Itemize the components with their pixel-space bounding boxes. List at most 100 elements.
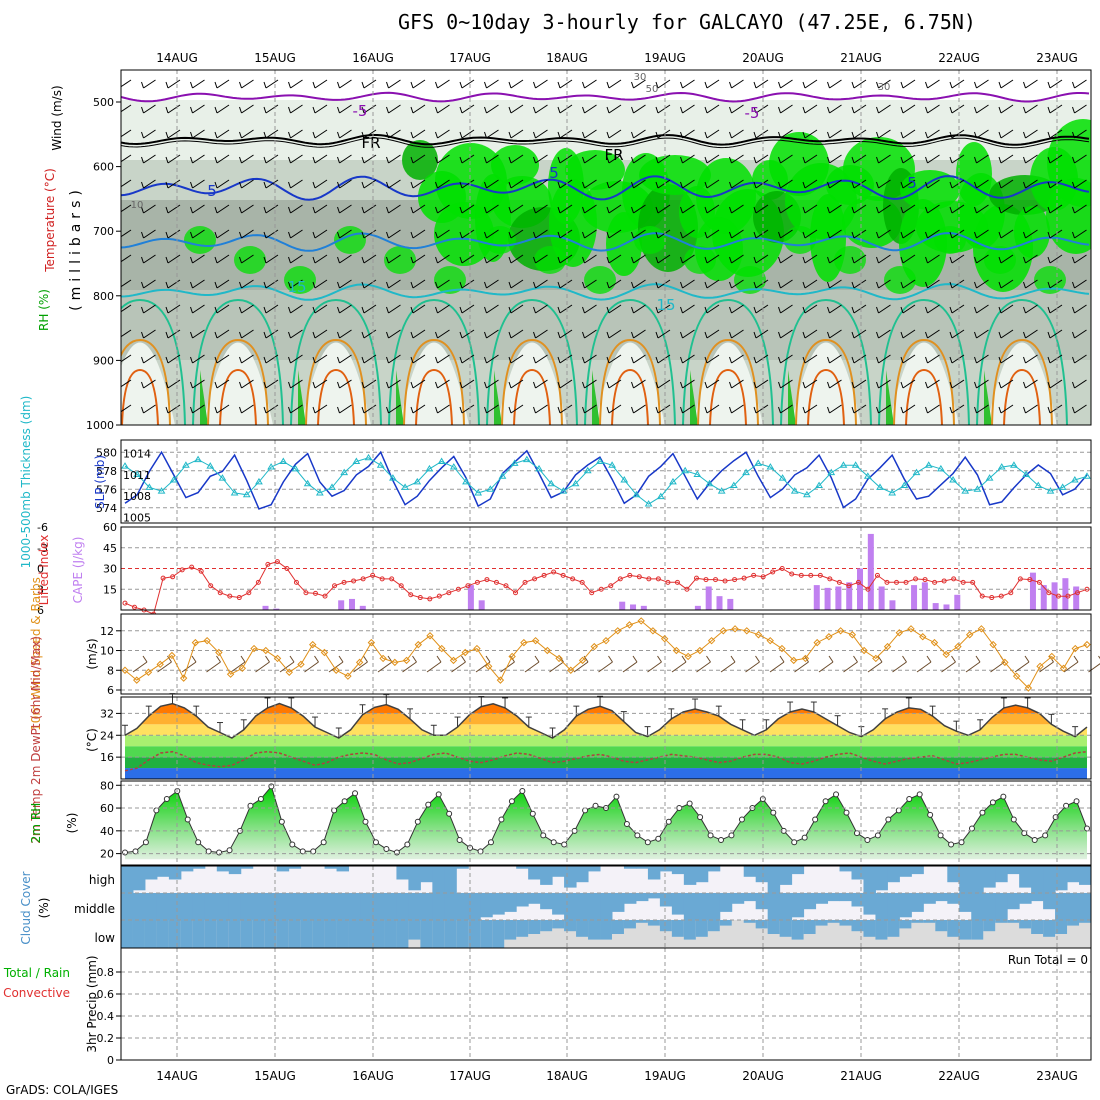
wind-barb	[1049, 79, 1063, 89]
wind-barb-flag	[851, 181, 855, 189]
wind10-barb-flag	[240, 655, 246, 663]
wind-barb-flag	[484, 231, 487, 239]
cloud-high-cell	[456, 866, 469, 869]
wind-barb	[167, 379, 181, 389]
wind-barb-flag	[949, 81, 953, 89]
wind-barb-flag	[141, 206, 144, 214]
thickness-point	[328, 483, 336, 490]
wind10-barb-flag	[412, 655, 417, 663]
wind-barb	[706, 79, 720, 89]
wind-barb	[143, 79, 156, 89]
wind-barb-flag	[753, 306, 757, 314]
wind-barb	[902, 379, 916, 389]
wind-barb-flag	[655, 381, 659, 389]
wind-barb	[878, 304, 891, 314]
wind-barb-flag	[582, 256, 585, 264]
wind10-point	[567, 666, 575, 674]
wind-barb-flag	[1047, 331, 1051, 339]
wind-barb-flag	[361, 231, 365, 239]
wind-barb-flag	[949, 106, 953, 114]
tick-label: 600	[93, 161, 114, 174]
cloud-low-cell	[444, 920, 457, 948]
wind-barb	[314, 379, 328, 389]
wind-barb	[1025, 329, 1038, 339]
wind-barb	[755, 204, 769, 214]
wind-barb	[657, 204, 671, 214]
lifted-index-point	[627, 572, 633, 578]
wind-barb-flag	[337, 406, 340, 414]
rh2m-point	[278, 818, 285, 825]
rh2m-point	[718, 836, 725, 843]
wind-barb-flag	[165, 81, 169, 89]
rh2m-point	[1042, 832, 1049, 839]
rh-moist-blob	[984, 370, 992, 425]
wind-barb-flag	[876, 131, 879, 139]
wind10-point	[977, 625, 986, 633]
cloud-high-cell	[180, 866, 194, 872]
cloud-low-cell	[252, 920, 266, 948]
wind-barb	[559, 379, 573, 389]
wind-barb-flag	[288, 381, 291, 389]
temp-contour-30	[317, 368, 355, 425]
wind-barb	[559, 304, 573, 314]
thickness-point	[255, 477, 263, 485]
wind-barb	[731, 379, 744, 389]
cloud-high-cell	[743, 866, 757, 877]
wind10-point	[989, 640, 997, 649]
rh-moist-blob	[434, 266, 466, 294]
wind-barb-flag	[361, 256, 365, 264]
rh-moist-blob	[1034, 266, 1066, 294]
thickness-point	[839, 461, 848, 468]
cloud-low-cell	[899, 920, 912, 929]
wind-barb-flag	[410, 256, 414, 264]
thickness-point	[1046, 487, 1055, 494]
wind-barb	[412, 204, 426, 214]
thickness-point	[949, 476, 957, 483]
wind-barb	[216, 304, 230, 314]
wind-barb-flag	[925, 331, 928, 339]
tick-label: 16	[100, 751, 114, 764]
wind-barb-flag	[851, 356, 855, 364]
wind-barb-flag	[753, 156, 757, 164]
wind-barb	[902, 404, 916, 414]
cloud-low-clear	[911, 920, 924, 948]
thickness-point	[571, 479, 580, 487]
wind-barb	[143, 279, 156, 289]
temp-contour-30	[709, 368, 747, 425]
wind-barb-flag	[410, 406, 414, 414]
rh2m-point	[519, 787, 526, 794]
wind-barb-flag	[974, 156, 977, 164]
wind-barb-flag	[582, 306, 585, 314]
wind-barb	[1049, 379, 1063, 389]
thickness-point	[498, 472, 507, 479]
wind-barb-flag	[190, 181, 193, 189]
wind-barb-flag	[631, 406, 634, 414]
wind-barb-flag	[239, 131, 242, 139]
wind-barb-flag	[778, 131, 781, 139]
thickness-point	[656, 492, 665, 500]
wind-barb	[731, 354, 744, 364]
date-label-top: 20AUG	[742, 51, 784, 65]
thickness-point	[1070, 476, 1079, 483]
wind-barb	[829, 404, 842, 414]
li-tick: 6	[37, 604, 44, 617]
wind-barb-flag	[533, 156, 536, 164]
wind-barb-flag	[459, 331, 463, 339]
wind-barb-flag	[680, 181, 683, 189]
wind-barb	[1000, 379, 1014, 389]
wind-barb-flag	[1072, 106, 1075, 114]
wind-barb-flag	[753, 231, 757, 239]
wind-barb	[584, 329, 597, 339]
wind-barb-flag	[239, 406, 242, 414]
wind-barb	[314, 254, 328, 264]
wind-barb	[804, 354, 818, 364]
wind-barb-flag	[753, 281, 757, 289]
wind-barb	[976, 204, 989, 214]
wind-barb-flag	[141, 331, 144, 339]
wind-barb	[731, 254, 744, 264]
rh2m-point	[655, 835, 662, 842]
wind-barb	[584, 204, 597, 214]
wind-barb	[412, 154, 426, 164]
wind-barb-flag	[925, 281, 928, 289]
wind-barb	[853, 129, 867, 139]
